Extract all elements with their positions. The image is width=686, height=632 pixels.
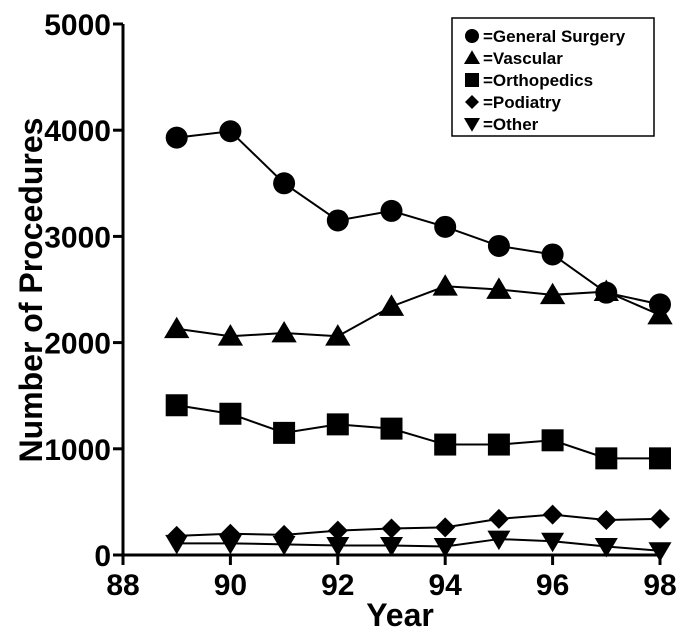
legend-label: =Podiatry xyxy=(483,93,561,112)
x-tick-label: 90 xyxy=(214,569,247,602)
data-point-triangle-up xyxy=(593,279,619,301)
series-line xyxy=(176,538,661,552)
series-layer xyxy=(164,120,673,562)
data-point-square xyxy=(219,402,242,425)
series-diamond xyxy=(166,504,670,546)
data-point-circle xyxy=(380,199,403,222)
legend-marker-circle xyxy=(465,29,479,43)
data-point-square xyxy=(165,394,188,417)
x-tick-label: 92 xyxy=(321,569,354,602)
legend-box xyxy=(451,17,655,137)
data-point-circle xyxy=(434,215,457,238)
y-tick-label: 3000 xyxy=(44,221,111,254)
y-tick-label: 1000 xyxy=(44,434,111,467)
legend-marker-triangle-up xyxy=(463,50,481,64)
y-tick-label: 4000 xyxy=(44,115,111,148)
legend-label: =Other xyxy=(483,115,539,134)
series-line xyxy=(176,513,661,537)
series-line xyxy=(176,285,661,338)
data-point-triangle-down xyxy=(541,532,565,553)
data-point-square xyxy=(541,429,564,452)
data-point-square xyxy=(273,421,296,444)
data-point-diamond xyxy=(381,518,402,539)
x-tick-label: 98 xyxy=(643,569,676,602)
y-tick-label: 0 xyxy=(94,540,111,573)
series-square xyxy=(165,394,671,470)
data-point-diamond xyxy=(327,520,348,541)
legend-marker-diamond xyxy=(465,95,479,109)
y-axis-title: Number of Procedures xyxy=(13,118,49,463)
data-point-triangle-down xyxy=(380,536,403,557)
y-tick-label: 5000 xyxy=(44,9,111,42)
data-point-square xyxy=(649,447,671,470)
data-point-square xyxy=(380,417,403,440)
data-point-triangle-up xyxy=(539,282,566,305)
data-point-triangle-up xyxy=(325,324,351,346)
data-point-square xyxy=(326,413,349,436)
data-point-triangle-up xyxy=(271,320,297,343)
legend-marker-triangle-down xyxy=(463,118,481,132)
data-point-diamond xyxy=(650,508,670,529)
data-point-triangle-down xyxy=(594,538,618,558)
data-point-triangle-down xyxy=(433,538,457,558)
y-tick-label: 2000 xyxy=(44,328,111,361)
x-tick-label: 94 xyxy=(429,569,463,602)
data-point-square xyxy=(434,433,457,456)
x-axis-title: Year xyxy=(366,597,434,632)
series-line xyxy=(176,130,661,306)
data-point-triangle-down xyxy=(326,536,350,557)
data-point-circle xyxy=(326,209,349,232)
data-point-triangle-down xyxy=(165,534,189,555)
series-triangle-up xyxy=(164,274,673,346)
y-ticks: 0 1000 2000 3000 4000 5000 xyxy=(44,9,123,573)
data-point-circle xyxy=(541,243,564,266)
x-ticks: 88 90 92 94 96 98 xyxy=(106,555,677,602)
legend-marker-square xyxy=(465,73,479,87)
legend-label: =Vascular xyxy=(483,49,563,68)
legend-label: =Orthopedics xyxy=(483,71,593,90)
series-line xyxy=(176,404,660,460)
data-point-triangle-up xyxy=(378,294,405,316)
data-point-triangle-up xyxy=(647,302,673,325)
data-point-triangle-up xyxy=(217,324,244,346)
data-point-circle xyxy=(273,172,296,195)
data-point-triangle-down xyxy=(272,535,296,556)
data-point-diamond xyxy=(488,508,509,529)
data-point-circle xyxy=(165,126,188,149)
x-tick-label: 96 xyxy=(536,569,569,602)
data-point-diamond xyxy=(435,517,456,538)
data-point-triangle-down xyxy=(648,542,672,562)
data-point-triangle-up xyxy=(486,277,512,299)
data-point-triangle-down xyxy=(487,530,511,551)
series-circle xyxy=(165,120,671,316)
data-point-triangle-up xyxy=(432,274,458,296)
data-point-circle xyxy=(487,234,510,257)
data-point-circle xyxy=(219,120,242,143)
data-point-triangle-down xyxy=(218,534,242,555)
data-point-square xyxy=(595,447,618,470)
legend: =General Surgery =Vascular =Orthopedics =Po… xyxy=(451,17,655,137)
data-point-square xyxy=(487,433,510,456)
legend-label: =General Surgery xyxy=(483,27,626,46)
data-point-diamond xyxy=(542,504,563,525)
series-triangle-down xyxy=(165,530,672,562)
data-point-diamond xyxy=(596,509,617,530)
data-point-triangle-up xyxy=(164,316,190,339)
x-tick-label: 88 xyxy=(106,569,139,602)
